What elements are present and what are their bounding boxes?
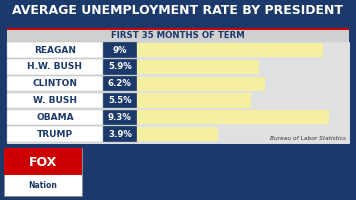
Bar <box>137 43 323 57</box>
Bar <box>103 110 137 125</box>
Text: FOX: FOX <box>28 156 57 169</box>
Bar <box>103 76 137 91</box>
Bar <box>103 42 137 58</box>
Bar <box>137 60 259 74</box>
Text: TRUMP: TRUMP <box>37 130 73 139</box>
Text: 5.5%: 5.5% <box>108 96 132 105</box>
Text: HOLDS STEADY AT 50 YEAR LOW: HOLDS STEADY AT 50 YEAR LOW <box>93 177 282 187</box>
Bar <box>7 42 103 58</box>
Bar <box>7 59 103 75</box>
Bar <box>137 110 329 124</box>
Text: FIRST 35 MONTHS OF TERM: FIRST 35 MONTHS OF TERM <box>111 31 245 40</box>
Bar <box>103 93 137 108</box>
Bar <box>137 127 218 141</box>
Bar <box>137 93 251 108</box>
Text: 9.3%: 9.3% <box>108 113 132 122</box>
Text: AVERAGE UNEMPLOYMENT RATE BY PRESIDENT: AVERAGE UNEMPLOYMENT RATE BY PRESIDENT <box>12 4 344 17</box>
Text: OBAMA: OBAMA <box>36 113 74 122</box>
Bar <box>103 126 137 142</box>
Text: RPT: UNEMPLOYMENT RATE: RPT: UNEMPLOYMENT RATE <box>93 159 254 169</box>
Bar <box>103 59 137 75</box>
Text: 6.2%: 6.2% <box>108 79 132 88</box>
Bar <box>4 148 82 175</box>
Bar <box>7 126 103 142</box>
Text: 9%: 9% <box>112 46 127 55</box>
Text: REAGAN: REAGAN <box>34 46 76 55</box>
Bar <box>7 42 349 143</box>
Text: Bureau of Labor Statistics: Bureau of Labor Statistics <box>269 136 345 141</box>
Bar <box>137 77 265 91</box>
Bar <box>7 29 349 42</box>
Bar <box>4 148 82 196</box>
Bar <box>7 76 103 91</box>
Bar <box>7 93 103 108</box>
Text: H.W. BUSH: H.W. BUSH <box>27 62 83 71</box>
Text: 5.9%: 5.9% <box>108 62 132 71</box>
Text: W. BUSH: W. BUSH <box>33 96 77 105</box>
Text: Nation: Nation <box>28 182 57 190</box>
Text: CLINTON: CLINTON <box>32 79 78 88</box>
Bar <box>7 110 103 125</box>
Text: 3.9%: 3.9% <box>108 130 132 139</box>
